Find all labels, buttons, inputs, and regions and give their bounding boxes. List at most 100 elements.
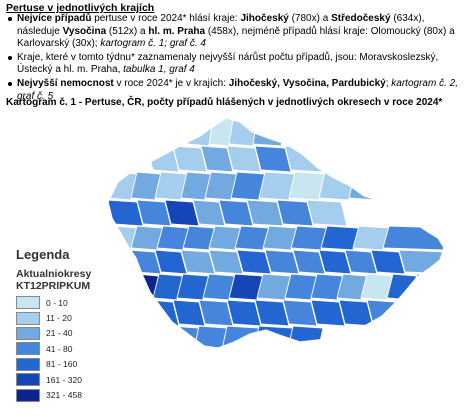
district-area — [318, 249, 352, 275]
legend-class-row: 11 - 20 — [16, 310, 112, 325]
district-area — [264, 249, 300, 275]
legend-class-label: 81 - 160 — [46, 359, 78, 370]
district-area — [258, 171, 296, 201]
legend-title: Legenda — [16, 247, 70, 262]
legend-class-row: 81 - 160 — [16, 357, 112, 372]
district-area — [164, 325, 200, 348]
district-area — [246, 199, 284, 227]
bullet-most-cases: Nejvíce případů pertuse v roce 2024* hlá… — [6, 13, 468, 51]
district-area — [236, 249, 272, 275]
district-area — [226, 145, 262, 173]
bullet-text-run: (780x) a — [288, 13, 332, 24]
district-area — [370, 249, 406, 275]
legend-swatch — [16, 388, 40, 402]
country-outline — [107, 117, 445, 349]
district-area — [394, 299, 424, 327]
bullet-text-run: v roce 2024* je v krajích: — [113, 77, 229, 89]
district-area — [228, 118, 260, 147]
district-area — [398, 249, 444, 275]
legend-class-row: 41 - 80 — [16, 341, 112, 356]
legend-class-list: 0 - 10 11 - 20 21 - 40 41 - 80 81 - 160 161 -… — [16, 295, 112, 403]
legend-class-label: 21 - 40 — [46, 328, 73, 339]
district-area — [348, 171, 384, 201]
district-area — [282, 299, 318, 327]
district-area — [234, 225, 270, 251]
district-area — [136, 199, 172, 227]
district-area — [180, 249, 216, 275]
bullet-text-run: Jihočeský — [240, 13, 289, 24]
district-area — [164, 199, 200, 227]
legend-class-label: 11 - 20 — [46, 313, 72, 324]
bullet-highest-incidence: Nejvyšší nemocnost v roce 2024* je v kra… — [6, 78, 468, 103]
summary-bullet-list: Nejvíce případů pertuse v roce 2024* hlá… — [6, 13, 468, 104]
bullet-text-run: pertuse v roce 2024* hlásí kraje: — [94, 13, 241, 24]
district-area — [360, 273, 394, 301]
district-area — [310, 273, 344, 301]
district-area — [252, 325, 294, 348]
district-area — [288, 171, 326, 201]
district-area — [320, 225, 360, 251]
bullet-text-run: kartogram č. 1; graf č. 4 — [100, 38, 206, 50]
district-area — [192, 199, 226, 227]
legend-layer-name: Aktualniokresy — [16, 268, 92, 280]
district-area — [336, 273, 368, 301]
map-caption: Kartogram č. 1 - Pertuse, ČR, počty příp… — [6, 97, 443, 108]
legend-class-row: 21 - 40 — [16, 326, 112, 341]
bullet-text-run: (458x), nejméně případů hlásí kraje: Olo… — [17, 25, 455, 50]
district-area — [108, 299, 156, 327]
bullet-text-run: Nejvyšší nemocnost — [17, 77, 114, 89]
district-area — [218, 199, 254, 227]
district-area — [220, 325, 260, 348]
legend-class-row: 0 - 10 — [16, 295, 112, 310]
bullet-text-run: hl. m. Praha — [148, 25, 206, 37]
district-area — [276, 199, 314, 227]
legend-class-label: 41 - 80 — [46, 343, 73, 354]
legend-class-label: 161 - 320 — [46, 374, 82, 385]
legend-swatch — [16, 296, 40, 310]
district-area — [352, 225, 390, 251]
legend-swatch — [16, 311, 40, 325]
district-area — [136, 325, 172, 348]
legend-class-label: 0 - 10 — [46, 297, 68, 308]
bullet-text-run: tabulka 1, graf 4 — [123, 64, 195, 76]
district-area — [254, 299, 290, 327]
legend-swatch — [16, 373, 40, 387]
district-area — [180, 171, 212, 201]
section-heading: Pertuse v jednotlivých krajích — [6, 2, 155, 14]
district-area — [208, 249, 244, 275]
bullet-text-run: kartogram č. 2, graf č. 5 — [17, 77, 458, 102]
district-area — [252, 118, 288, 147]
district-area — [254, 145, 292, 173]
bullet-text-run: Kraje, které v tomto týdnu* zaznamenaly … — [17, 51, 439, 76]
district-area — [130, 171, 162, 201]
bullet-text-run: ; — [385, 77, 392, 89]
legend-swatch — [16, 326, 40, 340]
bullet-text-run: Vysočina — [62, 25, 107, 37]
district-area — [292, 249, 326, 275]
district-area — [200, 145, 234, 173]
legend-class-row: 321 - 458 — [16, 387, 112, 402]
legend-swatch — [16, 342, 40, 356]
bullet-text-run: Nejvíce případů — [17, 13, 95, 24]
bullet-text-run: (634x), následuje — [17, 13, 425, 37]
district-area — [230, 171, 266, 201]
district-area — [344, 249, 378, 275]
district-area — [172, 145, 208, 173]
district-area — [204, 171, 238, 201]
legend-swatch — [16, 357, 40, 371]
district-area — [306, 199, 348, 227]
czech-district-choropleth-map — [107, 117, 445, 349]
bullet-text-run: Jihočeský, Vysočina, Pardubický — [228, 77, 386, 89]
district-area — [208, 225, 242, 251]
district-layer — [108, 118, 444, 348]
district-area — [154, 171, 188, 201]
bullet-weekly-increase: Kraje, které v tomto týdnu* zaznamenaly … — [6, 52, 468, 77]
legend-class-label: 321 - 458 — [46, 390, 82, 401]
district-area — [310, 299, 346, 327]
bullet-text-run: Středočeský — [331, 13, 391, 24]
legend-field-name: KT12PRIPKUM — [16, 280, 91, 292]
legend-class-row: 161 - 320 — [16, 372, 112, 387]
map-legend: Legenda Aktualniokresy KT12PRIPKUM 0 - 1… — [16, 247, 112, 403]
bullet-text-run: (512x) a — [106, 25, 149, 37]
district-area — [262, 225, 298, 251]
